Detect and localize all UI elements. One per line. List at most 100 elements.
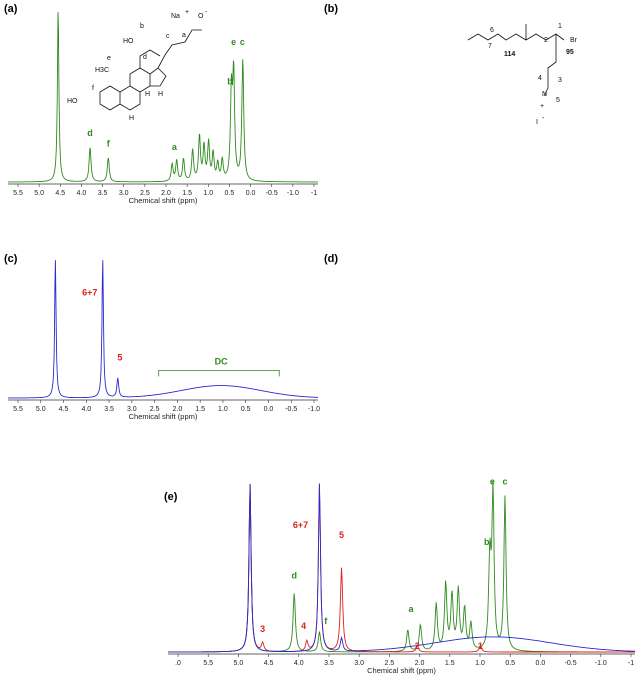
panel-label: (e) xyxy=(164,491,178,503)
mol-acid-charge: - xyxy=(205,9,208,16)
x-tick-label: -1 xyxy=(311,190,317,197)
x-tick-label: 4.0 xyxy=(77,190,87,197)
peak-label: d xyxy=(291,570,297,580)
mol-ho-top: HO xyxy=(123,38,134,45)
x-tick-label: 5.5 xyxy=(13,406,23,413)
polymer-structure: Br 114 95 6 7 1 2 3 4 5 N + - I xyxy=(467,23,578,126)
x-tick-label: 2.5 xyxy=(150,406,160,413)
peak-label: 2 xyxy=(415,641,420,651)
mol-label-f: f xyxy=(92,85,94,92)
panel-a: (a) 5.5 5.0 4.5 4.0 3.5 3.0 2.5 2.0 1.5 1.0 0.5 0.0… xyxy=(4,3,318,205)
mol-num-6: 6 xyxy=(490,27,494,34)
x-tick-label: -0.5 xyxy=(565,660,577,667)
deoxycholate-structure: Na + O - e H3C HO HO f d b c a H H H xyxy=(67,9,208,122)
steroid-skeleton xyxy=(99,29,202,111)
panel-d: (d) 5.55.04.54.03.53.02.52.01.51.00.50.0… xyxy=(324,253,338,265)
peak-label: f xyxy=(324,616,328,626)
spectrum-line-red xyxy=(168,483,635,653)
panel-a-spectrum: 5.5 5.0 4.5 4.0 3.5 3.0 2.5 2.0 1.5 1.0 0.5 0.0 -0.5… xyxy=(8,12,318,205)
polymer-backbone xyxy=(467,24,565,97)
mol-iodide: I xyxy=(536,119,538,126)
x-tick-label: 1.0 xyxy=(475,660,485,667)
mol-label-d: d xyxy=(143,54,147,61)
x-tick-label: 0.5 xyxy=(241,406,251,413)
x-tick-label: -1.0 xyxy=(308,406,320,413)
x-tick-label: 0.0 xyxy=(246,190,256,197)
mol-nitrogen: N xyxy=(542,91,547,98)
mol-label-c: c xyxy=(166,33,170,40)
x-tick-label: 1.0 xyxy=(218,406,228,413)
x-axis-label: Chemical shift (ppm) xyxy=(129,196,198,205)
x-tick-label: 3.5 xyxy=(98,190,108,197)
x-tick-label: 1.5 xyxy=(195,406,205,413)
peak-label: 5 xyxy=(339,530,344,540)
mol-num-1: 1 xyxy=(558,23,562,30)
x-tick-label: 5.0 xyxy=(234,660,244,667)
x-tick-label: 3.0 xyxy=(354,660,364,667)
x-tick-label: 5.0 xyxy=(36,406,46,413)
mol-h-2: H xyxy=(158,91,163,98)
mol-charge: + xyxy=(185,9,189,16)
peak-label: a xyxy=(172,142,178,152)
x-tick-label: 1.5 xyxy=(182,190,192,197)
x-tick-label: 3.0 xyxy=(119,190,129,197)
panel-label: (a) xyxy=(4,3,18,15)
mol-label-a: a xyxy=(182,32,186,39)
panel-b: (b) 5.55.04.54.03.53.02.52.01.51.00.50.0… xyxy=(324,3,578,126)
spectrum-line-green xyxy=(168,480,635,653)
panel-c: (c) 5.5 5.0 4.5 4.0 3.5 3.0 2.5 2.0 1.5 1.0 0.5 0.0… xyxy=(4,253,320,421)
panel-label: (b) xyxy=(324,3,338,15)
peak-label: d xyxy=(87,128,93,138)
peak-label: e xyxy=(490,476,495,486)
mol-num-5: 5 xyxy=(556,97,560,104)
spectrum-line-blue xyxy=(8,260,318,399)
panel-label: (c) xyxy=(4,253,18,265)
x-tick-label: -1.0 xyxy=(287,190,299,197)
peak-label: 5 xyxy=(117,353,122,363)
x-tick-label: 3.5 xyxy=(104,406,114,413)
peak-label: 3 xyxy=(260,624,265,634)
panel-e-spectrum: .0 5.5 5.0 4.5 4.0 3.5 3.0 2.5 2.0 1.5 1.0 0.5 0.0 -0… xyxy=(168,476,635,675)
peak-label: f xyxy=(107,138,111,148)
x-tick-label: 4.5 xyxy=(59,406,69,413)
x-tick-label: 0.0 xyxy=(264,406,274,413)
x-tick-label: 1.0 xyxy=(203,190,213,197)
panel-e: (e) .0 5.5 5.0 4.5 4.0 3.5 3.0 2.5 2.0 1.5 1.0 0.5 0… xyxy=(164,476,635,675)
peak-label: 6+7 xyxy=(293,520,308,530)
mol-num-7: 7 xyxy=(488,43,492,50)
x-tick-label: 4.0 xyxy=(81,406,91,413)
x-tick-label: 2.0 xyxy=(161,190,171,197)
x-tick-label: 2.0 xyxy=(415,660,425,667)
panel-c-spectrum: 5.5 5.0 4.5 4.0 3.5 3.0 2.5 2.0 1.5 1.0 0.5 0.0 -0.5… xyxy=(8,260,320,421)
peak-label: a xyxy=(408,604,414,614)
mol-h-1: H xyxy=(129,115,134,122)
x-tick-label: 2.5 xyxy=(140,190,150,197)
peak-label: 1 xyxy=(478,641,483,651)
x-tick-label: .0 xyxy=(175,660,181,667)
x-tick-label: 3.0 xyxy=(127,406,137,413)
x-tick-label: 0.5 xyxy=(505,660,515,667)
x-tick-label: 1.5 xyxy=(445,660,455,667)
x-tick-label: -0.5 xyxy=(285,406,297,413)
peak-label: b xyxy=(484,537,490,547)
x-tick-label: 2.5 xyxy=(385,660,395,667)
mol-num-4: 4 xyxy=(538,75,542,82)
mol-label-b: b xyxy=(140,23,144,30)
x-tick-label: 4.0 xyxy=(294,660,304,667)
x-tick-label: 0.0 xyxy=(536,660,546,667)
x-tick-label: 2.0 xyxy=(173,406,183,413)
mol-h3c: H3C xyxy=(95,67,109,74)
x-axis-label: Chemical shift (ppm) xyxy=(367,666,436,675)
mol-n2: 95 xyxy=(566,49,574,56)
x-tick-label: 5.5 xyxy=(13,190,23,197)
x-tick-label: 3.5 xyxy=(324,660,334,667)
peak-label: c xyxy=(240,37,245,47)
x-axis-label: Chemical shift (ppm) xyxy=(129,412,198,421)
mol-acid-o: O xyxy=(198,13,204,20)
peak-label: b xyxy=(227,76,233,86)
x-tick-label: -0.5 xyxy=(266,190,278,197)
peak-label: 4 xyxy=(301,621,306,631)
x-tick-label: 4.5 xyxy=(55,190,65,197)
peak-label: e xyxy=(231,37,236,47)
spectrum-line-green xyxy=(8,12,318,183)
